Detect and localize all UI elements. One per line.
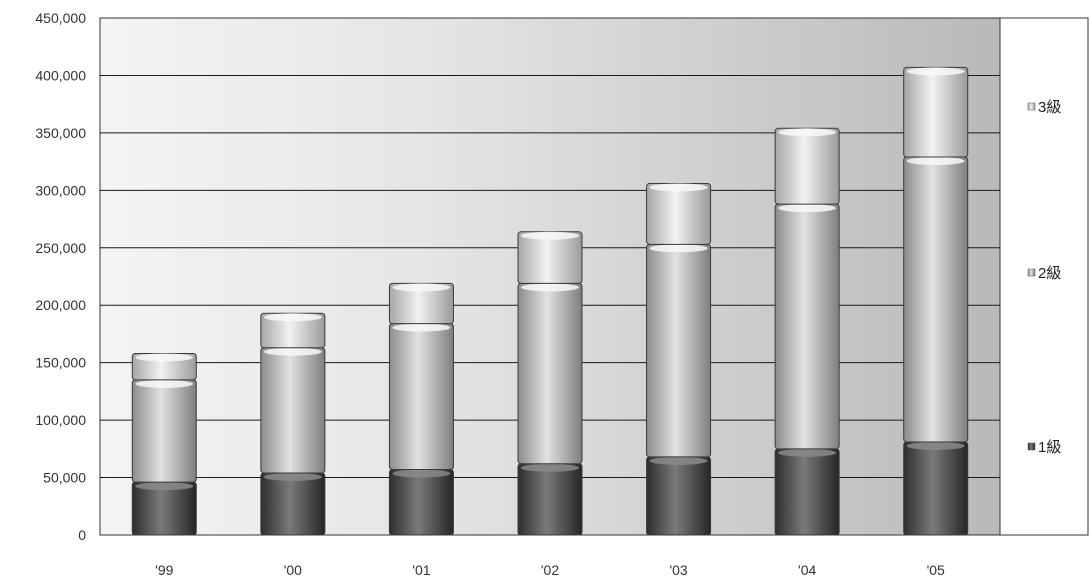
y-tick-label: 300,000 [35, 182, 86, 198]
bar-segment-2 [646, 243, 712, 458]
bar-segment-1 [903, 441, 969, 536]
bar-cap-3 [521, 231, 579, 240]
y-tick-label: 150,000 [35, 355, 86, 371]
y-tick-label: 50,000 [43, 470, 86, 486]
x-tick-label: '99 [155, 562, 173, 578]
bar-cap-2 [135, 379, 194, 388]
bar-cap-1 [906, 441, 965, 450]
bar-segment-2 [903, 156, 969, 443]
y-tick-label: 0 [78, 527, 86, 543]
bar-segment-1 [517, 463, 583, 536]
bar-segment-2 [131, 379, 197, 483]
bars-layer [131, 66, 969, 536]
legend-layer: 1級 2級 3級 [1027, 99, 1061, 456]
bar-cap-2 [392, 323, 451, 332]
bar-segment-1 [774, 448, 840, 536]
bar-cap-1 [263, 472, 322, 481]
x-tick-label: '05 [927, 562, 945, 578]
x-tick-label: '04 [798, 562, 816, 578]
legend-panel [999, 17, 1089, 536]
x-tick-label: '02 [541, 562, 559, 578]
legend-label-1: 1級 [1038, 439, 1061, 456]
bar-cap-1 [521, 463, 579, 472]
bar-cap-2 [649, 244, 708, 253]
bar-cap-2 [263, 347, 322, 356]
bar-cap-1 [649, 456, 708, 465]
bar-segment-2 [774, 203, 840, 450]
axis-layer: 0 50,000 100,000 150,000 200,000 250,000 300,0… [35, 10, 945, 578]
legend-swatch-3 [1027, 102, 1036, 111]
bar-cap-1 [778, 448, 837, 457]
x-tick-label: '03 [669, 562, 687, 578]
y-tick-label: 350,000 [35, 125, 86, 141]
bar-cap-1 [135, 482, 194, 491]
bar-cap-3 [906, 67, 965, 76]
bar-cap-2 [778, 204, 837, 213]
bar-segment-1 [388, 469, 454, 536]
bar-segment-3 [903, 66, 969, 158]
bar-cap-1 [392, 469, 451, 478]
bar-segment-3 [646, 182, 712, 245]
y-tick-label: 100,000 [35, 412, 86, 428]
y-tick-label: 200,000 [35, 297, 86, 313]
bar-cap-3 [135, 353, 194, 362]
bar-segment-2 [388, 323, 454, 471]
bar-cap-2 [906, 157, 965, 166]
bar-cap-3 [263, 313, 322, 322]
bar-segment-2 [517, 282, 583, 465]
legend-label-2: 2級 [1038, 265, 1061, 282]
bar-cap-2 [521, 283, 579, 292]
legend-label-3: 3級 [1038, 99, 1061, 116]
x-tick-label: '00 [284, 562, 302, 578]
legend-swatch-1 [1027, 442, 1036, 451]
bar-cap-3 [649, 183, 708, 192]
bar-segment-3 [774, 127, 840, 205]
bar-segment-1 [646, 456, 712, 536]
bar-cap-3 [392, 283, 451, 292]
bar-segment-2 [260, 347, 326, 474]
y-tick-label: 400,000 [35, 67, 86, 83]
legend-swatch-2 [1027, 268, 1036, 277]
x-tick-label: '01 [412, 562, 430, 578]
y-tick-label: 250,000 [35, 240, 86, 256]
bar-segment-1 [260, 472, 326, 536]
y-tick-label: 450,000 [35, 10, 86, 26]
bar-cap-3 [778, 128, 837, 137]
